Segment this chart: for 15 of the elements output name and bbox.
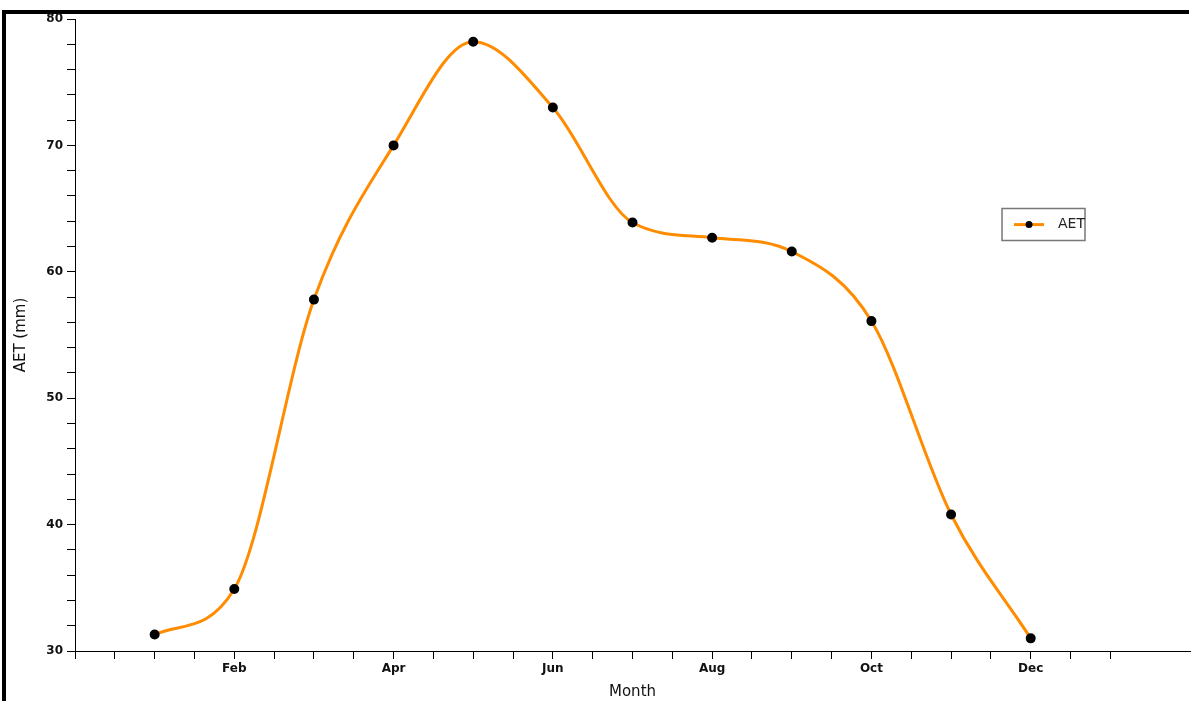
x-tick-label: Apr	[381, 661, 406, 676]
x-tick-label: Aug	[698, 661, 726, 676]
x-tick-label: Jun	[541, 661, 564, 676]
y-tick-label: 80	[46, 11, 63, 26]
y-tick-label: 70	[46, 137, 63, 152]
x-axis-title: Month	[608, 681, 657, 700]
x-tick-label: Oct	[859, 661, 884, 676]
x-tick-label: Dec	[1018, 661, 1044, 676]
y-tick-label: 60	[46, 263, 63, 278]
y-tick-label: 40	[46, 516, 63, 531]
x-tick-label: Feb	[222, 661, 247, 676]
y-tick-label: 50	[46, 390, 63, 405]
legend-label: AET	[1058, 215, 1086, 232]
y-axis-title: AET (mm)	[10, 297, 29, 373]
y-tick-label: 30	[46, 643, 63, 658]
